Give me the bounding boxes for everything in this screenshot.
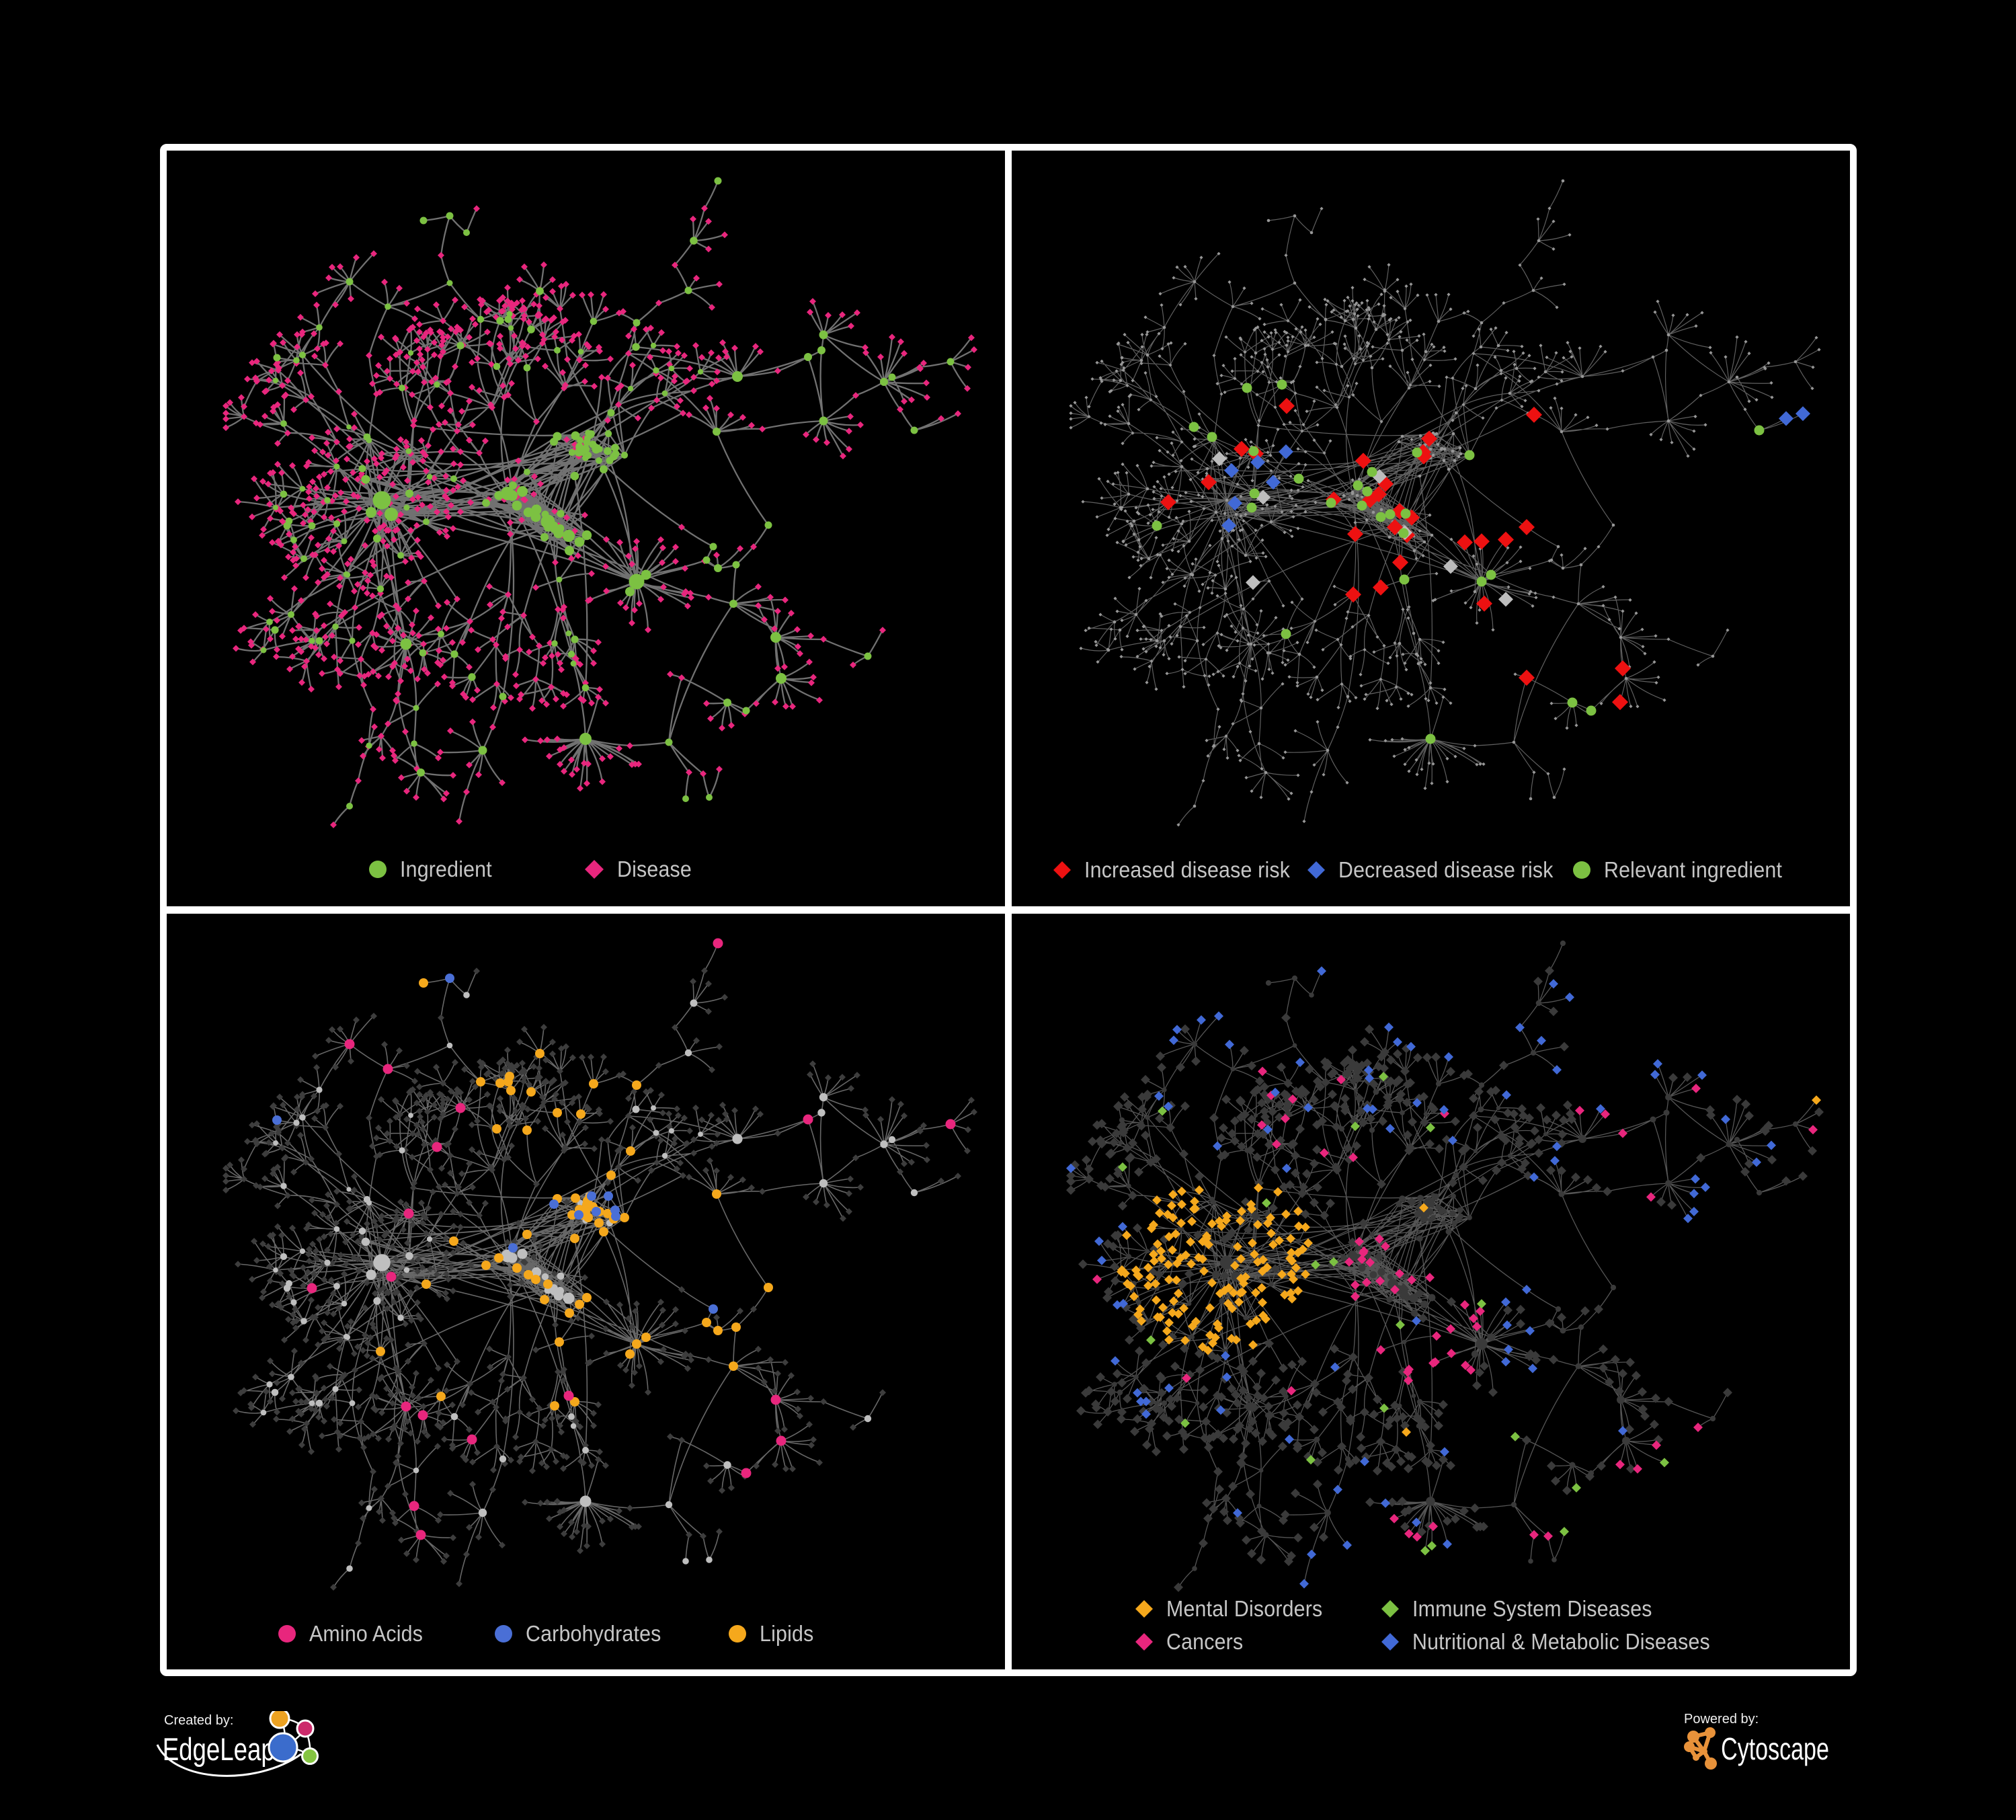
svg-text:Cytoscape: Cytoscape [1721, 1731, 1829, 1766]
svg-text:EdgeLeap: EdgeLeap [163, 1732, 275, 1767]
